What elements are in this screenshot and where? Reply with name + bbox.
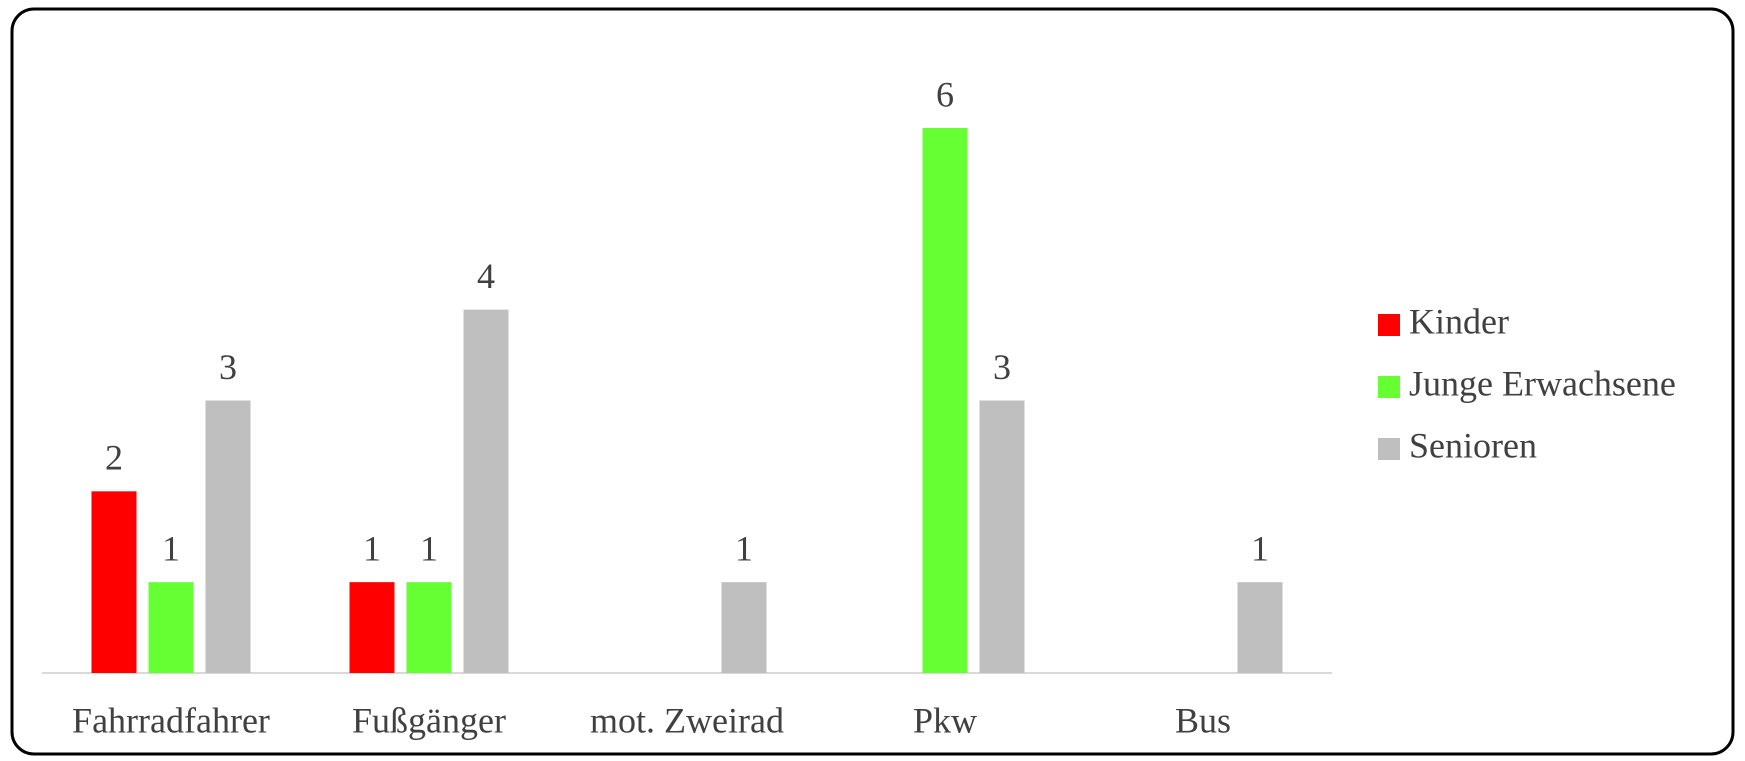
bar	[205, 400, 251, 673]
data-label: 1	[1251, 528, 1269, 568]
data-label: 1	[363, 528, 381, 568]
legend-label: Senioren	[1409, 425, 1537, 465]
bar	[148, 582, 194, 673]
x-tick-label: Bus	[1175, 700, 1231, 740]
bar	[406, 582, 452, 673]
bar	[91, 491, 137, 673]
bar	[979, 400, 1025, 673]
legend-swatch	[1378, 438, 1400, 460]
data-label: 6	[936, 74, 954, 114]
data-label: 1	[735, 528, 753, 568]
legend-label: Kinder	[1409, 301, 1509, 341]
data-label: 2	[105, 438, 123, 478]
bar	[1237, 582, 1283, 673]
legend-swatch	[1378, 314, 1400, 336]
x-tick-label: Pkw	[913, 700, 977, 740]
data-label: 1	[420, 528, 438, 568]
data-label: 3	[219, 347, 237, 387]
x-tick-label: Fußgänger	[352, 700, 506, 740]
legend-swatch	[1378, 376, 1400, 398]
data-label: 4	[477, 256, 495, 296]
bar	[349, 582, 395, 673]
bar	[721, 582, 767, 673]
legend-label: Junge Erwachsene	[1409, 363, 1676, 403]
chart-frame	[10, 7, 1735, 756]
x-tick-label: mot. Zweirad	[590, 700, 784, 740]
data-label: 3	[993, 347, 1011, 387]
bar	[463, 309, 509, 673]
x-tick-label: Fahrradfahrer	[72, 700, 270, 740]
data-label: 1	[162, 528, 180, 568]
bar	[922, 128, 968, 673]
